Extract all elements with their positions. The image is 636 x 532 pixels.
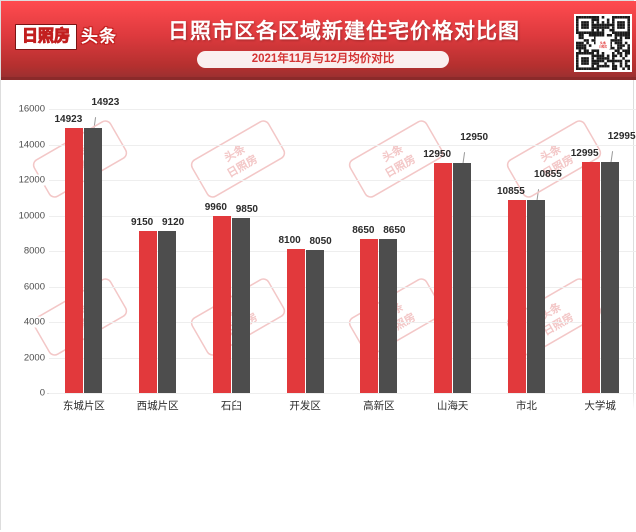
svg-text:日照房: 日照房 <box>599 44 607 48</box>
svg-text:头条: 头条 <box>600 40 607 45</box>
